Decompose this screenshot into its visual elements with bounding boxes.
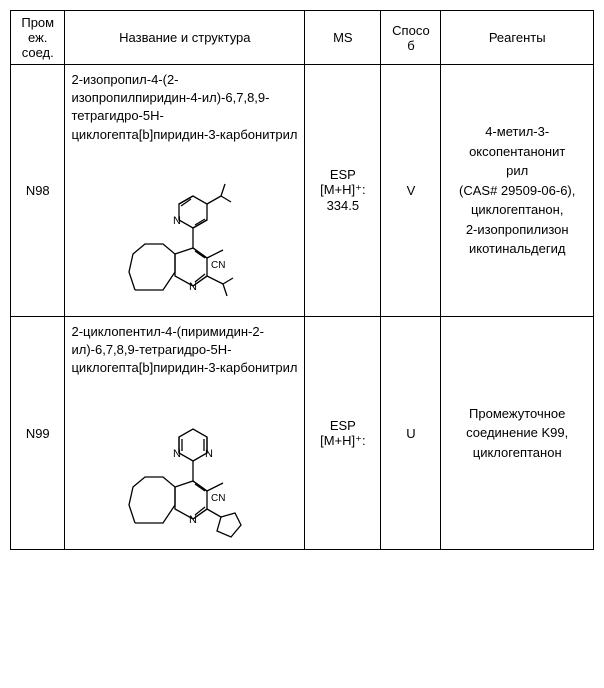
table-row: N98 2-изопропил-4-(2-изопропилпиридин-4-… (11, 65, 594, 317)
compound-name: 2-циклопентил-4-(пиримидин-2-ил)-6,7,8,9… (71, 323, 298, 378)
reagents-value: 4-метил-3-оксопентанонитрил(CAS# 29509-0… (441, 65, 594, 317)
header-method: Способ (381, 11, 441, 65)
method-value: U (381, 316, 441, 550)
structure-n99: N CN (71, 383, 298, 543)
table-row: N99 2-циклопентил-4-(пиримидин-2-ил)-6,7… (11, 316, 594, 550)
name-structure-cell: 2-изопропил-4-(2-изопропилпиридин-4-ил)-… (65, 65, 305, 317)
header-id: Промеж.соед. (11, 11, 65, 65)
method-value: V (381, 65, 441, 317)
svg-text:CN: CN (211, 260, 225, 271)
reagents-value: Промежуточное соединение K99, циклогепта… (441, 316, 594, 550)
compound-id: N99 (11, 316, 65, 550)
svg-text:N: N (173, 215, 181, 227)
ms-value: ESP[M+H]⁺: (305, 316, 381, 550)
structure-n98: N CN (71, 150, 298, 310)
svg-text:N: N (189, 281, 197, 293)
svg-text:CN: CN (211, 493, 225, 504)
svg-text:N: N (173, 448, 181, 460)
name-structure-cell: 2-циклопентил-4-(пиримидин-2-ил)-6,7,8,9… (65, 316, 305, 550)
header-name: Название и структура (65, 11, 305, 65)
compound-id: N98 (11, 65, 65, 317)
header-row: Промеж.соед. Название и структура MS Спо… (11, 11, 594, 65)
svg-text:N: N (189, 514, 197, 526)
compound-table: Промеж.соед. Название и структура MS Спо… (10, 10, 594, 550)
header-ms: MS (305, 11, 381, 65)
header-reagents: Реагенты (441, 11, 594, 65)
ms-value: ESP[M+H]⁺:334.5 (305, 65, 381, 317)
compound-name: 2-изопропил-4-(2-изопропилпиридин-4-ил)-… (71, 71, 298, 144)
svg-text:N: N (205, 448, 213, 460)
